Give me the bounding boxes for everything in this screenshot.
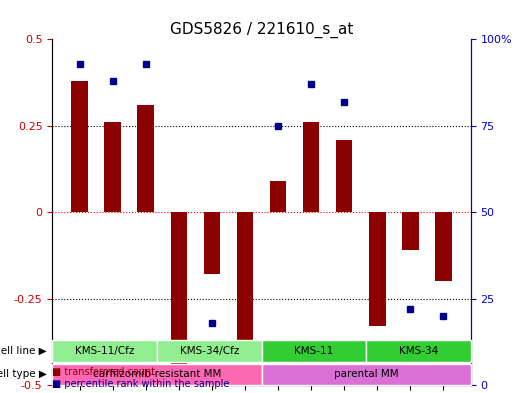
- Bar: [71, 81, 88, 212]
- Text: parental MM: parental MM: [334, 369, 399, 379]
- Bar: [336, 140, 353, 212]
- Bar: [237, 212, 253, 361]
- Bar: [105, 122, 121, 212]
- Bar: [435, 212, 452, 281]
- Text: ■ transformed count: ■ transformed count: [52, 367, 155, 377]
- Bar: [402, 212, 418, 250]
- Text: KMS-34: KMS-34: [399, 346, 438, 356]
- Text: KMS-11/Cfz: KMS-11/Cfz: [75, 346, 134, 356]
- Bar: [138, 105, 154, 212]
- Bar: [270, 181, 286, 212]
- Bar: [170, 212, 187, 371]
- Text: cell type ▶: cell type ▶: [0, 369, 47, 379]
- Title: GDS5826 / 221610_s_at: GDS5826 / 221610_s_at: [170, 22, 353, 38]
- Text: ■ percentile rank within the sample: ■ percentile rank within the sample: [52, 379, 230, 389]
- Bar: [303, 122, 320, 212]
- Bar: [369, 212, 385, 326]
- Bar: [203, 212, 220, 274]
- Text: KMS-34/Cfz: KMS-34/Cfz: [179, 346, 239, 356]
- Text: KMS-11: KMS-11: [294, 346, 334, 356]
- Text: cell line ▶: cell line ▶: [0, 346, 47, 356]
- Text: carfilzomib-resistant MM: carfilzomib-resistant MM: [93, 369, 221, 379]
